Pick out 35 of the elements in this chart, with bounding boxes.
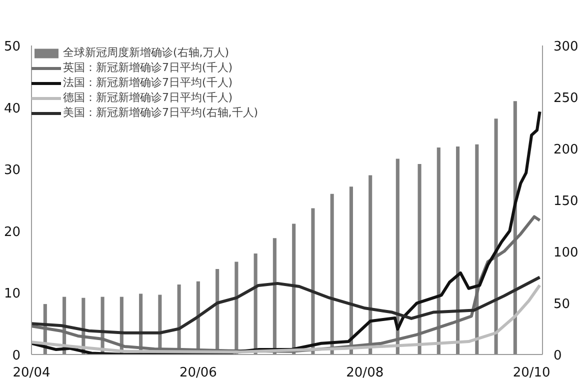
bar bbox=[330, 194, 334, 354]
legend-label: 法国：新冠新增确诊7日平均(千人) bbox=[63, 75, 233, 90]
x-tick-label: 20/08 bbox=[346, 366, 384, 380]
y2-tick-label: 200 bbox=[554, 142, 578, 158]
bar bbox=[234, 262, 238, 354]
y2-tick-label: 100 bbox=[554, 246, 578, 260]
legend-label: 英国：新冠新增确诊7日平均(千人) bbox=[63, 60, 233, 75]
y-tick-label: 0 bbox=[12, 348, 21, 364]
bar bbox=[418, 164, 422, 354]
y2-tick-label: 250 bbox=[554, 91, 578, 106]
bar bbox=[436, 147, 440, 354]
y-tick-label: 10 bbox=[4, 286, 21, 302]
y-tick-label: 40 bbox=[4, 101, 21, 116]
bar bbox=[254, 254, 258, 354]
y2-tick-label: 150 bbox=[554, 194, 578, 209]
bar bbox=[349, 186, 353, 354]
bar bbox=[311, 208, 315, 354]
y2-tick-label: 0 bbox=[554, 348, 562, 364]
x-tick-label: 20/06 bbox=[179, 366, 217, 380]
line-series bbox=[32, 276, 542, 334]
y2-tick-label: 300 bbox=[554, 40, 578, 54]
bar bbox=[292, 224, 296, 354]
x-tick-label: 20/04 bbox=[12, 366, 50, 380]
y-tick-label: 30 bbox=[4, 163, 21, 178]
y-tick-label: 20 bbox=[4, 224, 21, 240]
bar bbox=[494, 118, 498, 354]
legend-label: 德国：新冠新增确诊7日平均(千人) bbox=[63, 90, 233, 105]
bar bbox=[456, 146, 460, 354]
x-tick-label: 20/10 bbox=[512, 366, 550, 380]
bar bbox=[368, 175, 372, 354]
y-tick-label: 50 bbox=[4, 40, 21, 54]
y2-tick-label: 50 bbox=[554, 297, 570, 312]
bar bbox=[272, 238, 276, 354]
legend-label: 全球新冠周度新增确诊(右轴,万人) bbox=[63, 45, 230, 60]
legend-label: 美国：新冠新增确诊7日平均(右轴,千人) bbox=[63, 105, 258, 120]
